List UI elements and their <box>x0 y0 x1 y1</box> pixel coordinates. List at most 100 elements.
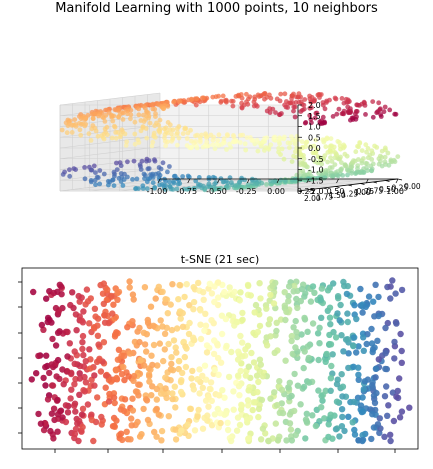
axes-tsne <box>18 267 419 453</box>
data-point <box>383 383 390 390</box>
x-tick <box>217 178 220 184</box>
z-tick-label: -0.5 <box>308 155 324 164</box>
y-tick <box>310 189 315 191</box>
z-tick-label: 2.0 <box>308 101 321 110</box>
data-point <box>176 281 183 289</box>
data-point <box>114 296 121 303</box>
y-tick <box>385 180 390 182</box>
data-point <box>59 366 66 373</box>
data-point <box>245 282 252 289</box>
data-point <box>153 111 158 117</box>
data-point <box>368 435 375 443</box>
data-point <box>365 168 370 174</box>
data-point <box>126 350 134 357</box>
data-point <box>387 283 394 290</box>
data-point <box>193 139 199 144</box>
data-point <box>159 323 166 330</box>
data-point <box>381 433 388 440</box>
data-point <box>341 427 348 435</box>
data-point <box>279 146 285 152</box>
data-point <box>104 124 110 130</box>
data-point <box>398 286 406 294</box>
data-point <box>132 388 140 395</box>
data-point <box>239 316 246 323</box>
data-point <box>301 106 307 112</box>
data-point <box>69 289 76 296</box>
data-point <box>351 334 358 341</box>
data-point <box>292 114 298 120</box>
data-point <box>110 177 116 183</box>
data-point <box>290 324 297 331</box>
data-point <box>133 186 139 191</box>
data-point <box>67 301 74 309</box>
data-point <box>116 108 121 113</box>
data-point <box>289 159 295 165</box>
data-point <box>100 300 108 307</box>
data-point <box>342 151 348 157</box>
data-point <box>214 342 221 349</box>
data-point <box>324 287 332 294</box>
data-point <box>79 405 87 412</box>
data-point <box>201 327 208 334</box>
data-point <box>240 132 246 138</box>
data-point <box>72 311 80 318</box>
data-point <box>124 139 130 145</box>
data-point <box>309 412 316 419</box>
data-point <box>320 114 326 120</box>
data-point <box>74 420 81 427</box>
data-point <box>179 369 186 377</box>
data-point <box>185 330 193 338</box>
data-point <box>110 301 117 308</box>
data-point <box>40 326 47 333</box>
data-point <box>204 412 211 419</box>
data-point <box>206 385 213 393</box>
data-point <box>211 298 218 306</box>
data-point <box>101 312 108 319</box>
data-point <box>54 356 62 364</box>
data-point <box>169 390 176 397</box>
data-point <box>255 92 261 98</box>
data-point <box>336 106 342 112</box>
data-point <box>319 161 325 167</box>
data-point <box>155 411 162 418</box>
y-tick <box>397 178 403 181</box>
data-point <box>56 328 63 335</box>
data-point <box>361 156 366 161</box>
data-point <box>109 310 116 317</box>
data-point <box>344 310 351 317</box>
data-point <box>168 354 175 361</box>
data-point <box>173 349 180 356</box>
data-point <box>165 340 172 348</box>
data-point <box>244 397 252 404</box>
data-point <box>285 283 293 290</box>
data-point <box>126 284 133 291</box>
data-point <box>338 371 345 378</box>
data-point <box>141 171 147 177</box>
data-point <box>201 95 206 101</box>
data-point <box>236 392 243 399</box>
data-point <box>255 148 261 154</box>
data-point <box>130 372 138 380</box>
data-point <box>344 318 351 326</box>
data-point <box>396 414 404 421</box>
data-point <box>140 362 148 369</box>
data-point <box>183 345 190 352</box>
data-point <box>38 321 46 329</box>
data-point <box>195 279 202 287</box>
data-point <box>92 313 99 320</box>
data-point <box>302 97 308 102</box>
data-point <box>78 411 86 418</box>
data-point <box>353 149 359 155</box>
data-point <box>120 363 127 371</box>
data-point <box>95 341 102 348</box>
data-point <box>152 157 157 163</box>
data-point <box>190 386 197 393</box>
data-point <box>208 317 215 324</box>
data-point <box>165 169 170 175</box>
data-point <box>84 298 92 305</box>
data-point <box>297 297 304 305</box>
data-point <box>276 378 283 385</box>
data-point <box>334 376 341 383</box>
data-point <box>268 142 274 148</box>
data-point <box>357 140 363 145</box>
